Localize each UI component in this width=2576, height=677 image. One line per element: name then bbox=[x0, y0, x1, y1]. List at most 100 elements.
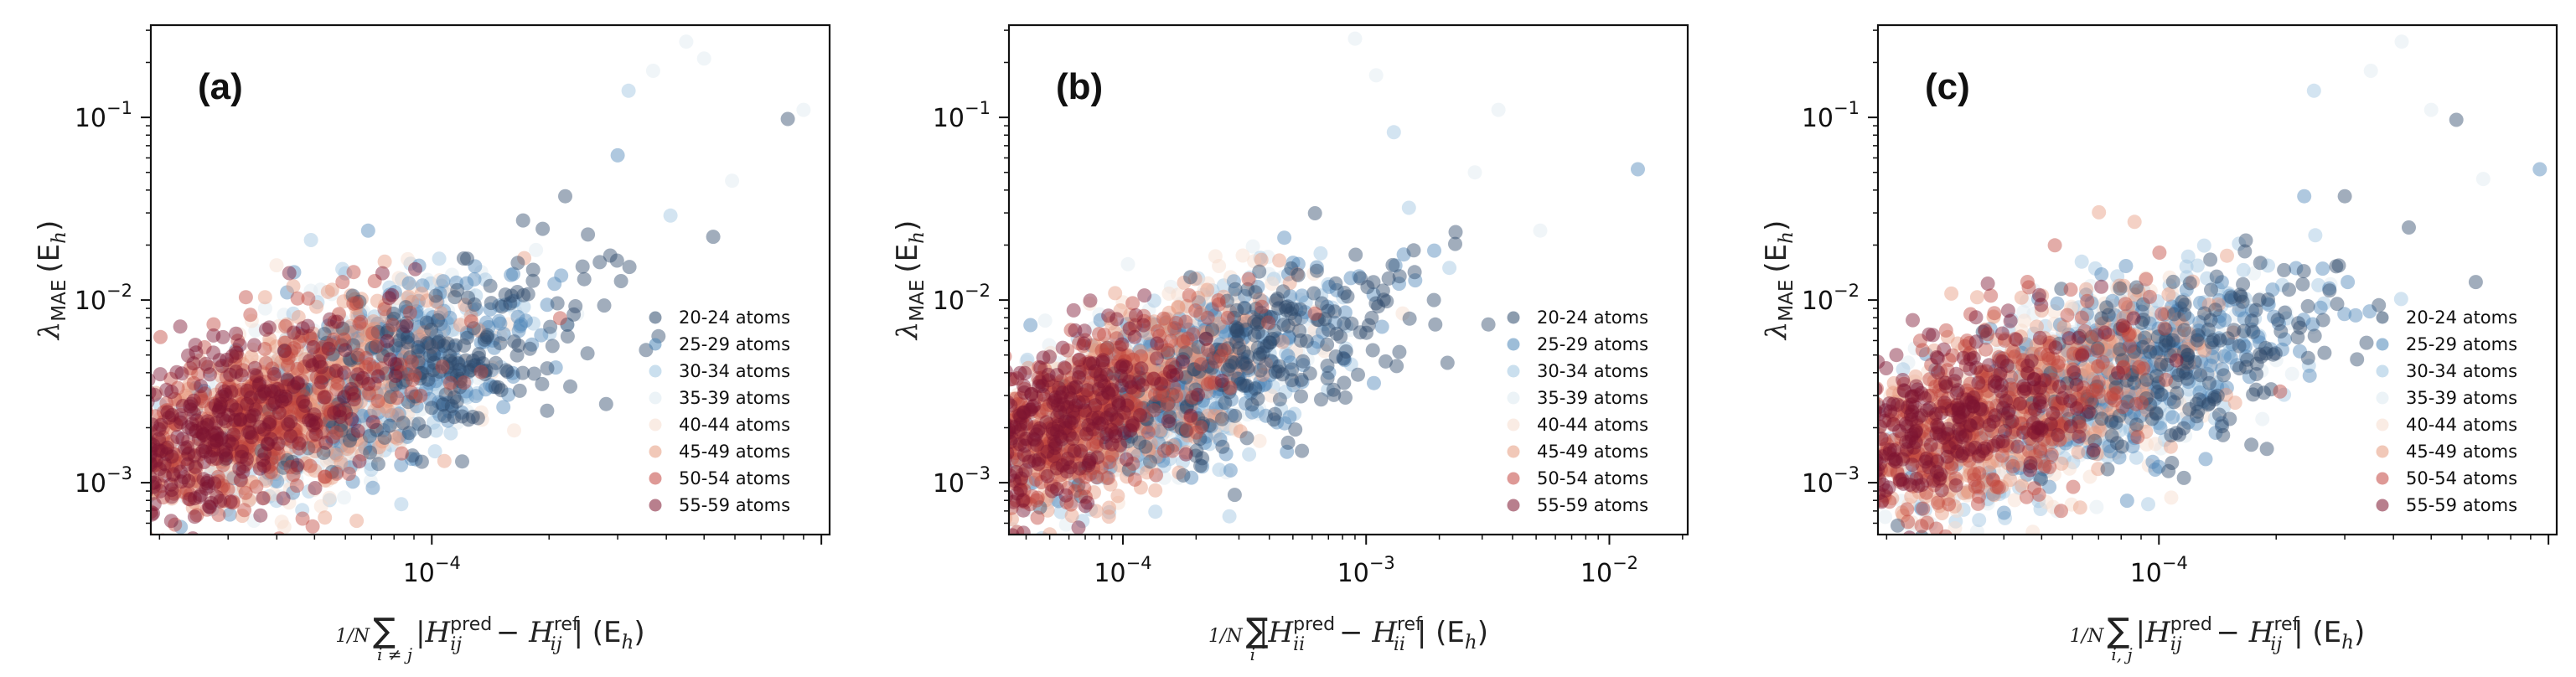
data-point bbox=[153, 411, 168, 426]
data-point bbox=[436, 333, 451, 348]
data-point bbox=[515, 213, 530, 228]
data-point bbox=[1347, 31, 1363, 46]
data-point bbox=[407, 389, 422, 404]
data-point bbox=[1248, 381, 1263, 396]
data-point bbox=[186, 426, 201, 441]
data-point bbox=[358, 354, 373, 370]
data-point bbox=[334, 395, 349, 411]
data-point bbox=[285, 470, 300, 484]
data-point bbox=[126, 431, 140, 445]
data-point bbox=[280, 426, 294, 441]
data-point bbox=[323, 338, 339, 352]
data-point bbox=[420, 272, 435, 287]
data-point bbox=[1533, 223, 1548, 238]
data-point bbox=[130, 392, 144, 406]
data-point bbox=[303, 338, 317, 354]
data-point bbox=[245, 438, 260, 453]
data-point bbox=[169, 364, 184, 380]
data-point bbox=[425, 351, 440, 366]
data-point bbox=[274, 359, 289, 374]
data-point bbox=[256, 456, 271, 471]
data-point bbox=[333, 364, 348, 380]
data-point bbox=[870, 478, 884, 492]
legend-marker bbox=[649, 472, 662, 485]
data-point bbox=[1241, 271, 1256, 287]
data-point bbox=[375, 325, 390, 340]
data-point bbox=[326, 449, 340, 463]
data-point bbox=[1149, 468, 1163, 483]
data-point bbox=[387, 309, 402, 324]
data-point bbox=[325, 399, 340, 414]
data-point bbox=[372, 370, 387, 385]
data-point bbox=[204, 536, 219, 550]
data-point bbox=[350, 367, 365, 382]
data-point bbox=[117, 441, 132, 455]
data-point bbox=[412, 350, 427, 365]
data-point bbox=[410, 298, 425, 313]
data-point bbox=[419, 357, 434, 372]
data-point bbox=[966, 384, 980, 398]
data-point bbox=[321, 368, 336, 383]
data-point bbox=[987, 438, 1001, 452]
data-point bbox=[196, 426, 211, 441]
data-point bbox=[232, 473, 247, 487]
data-point bbox=[170, 450, 185, 465]
data-point bbox=[445, 323, 460, 337]
data-point bbox=[123, 390, 137, 404]
data-point bbox=[422, 349, 437, 364]
data-point bbox=[416, 336, 431, 351]
data-point bbox=[257, 375, 272, 389]
data-point bbox=[975, 382, 990, 396]
data-point bbox=[330, 368, 345, 383]
data-point bbox=[1265, 332, 1280, 346]
data-point bbox=[307, 483, 322, 498]
data-point bbox=[435, 380, 450, 395]
data-point bbox=[977, 447, 991, 462]
data-point bbox=[432, 273, 447, 287]
data-point bbox=[262, 390, 277, 405]
data-point bbox=[303, 386, 317, 401]
data-point bbox=[324, 429, 339, 444]
data-point bbox=[991, 395, 1005, 409]
data-point bbox=[229, 455, 244, 470]
data-point bbox=[407, 392, 422, 407]
data-point bbox=[65, 504, 79, 519]
tick-base: 10 bbox=[75, 469, 106, 499]
data-point bbox=[332, 415, 347, 430]
data-point bbox=[225, 457, 241, 472]
data-point bbox=[1188, 303, 1203, 318]
data-point bbox=[1217, 343, 1232, 358]
data-point bbox=[984, 413, 998, 427]
data-point bbox=[257, 301, 272, 316]
data-point bbox=[298, 433, 313, 448]
data-point bbox=[289, 442, 304, 457]
data-point bbox=[118, 511, 132, 525]
data-point bbox=[308, 443, 323, 458]
data-point bbox=[335, 261, 350, 276]
data-point bbox=[390, 390, 405, 406]
data-point bbox=[1348, 247, 1363, 262]
data-point bbox=[446, 366, 460, 381]
data-point bbox=[1299, 333, 1314, 349]
data-point bbox=[316, 413, 331, 428]
data-point bbox=[137, 441, 151, 455]
data-point bbox=[203, 492, 218, 507]
data-point bbox=[1042, 349, 1057, 364]
data-point bbox=[71, 452, 85, 467]
data-point bbox=[164, 489, 179, 504]
data-point bbox=[325, 411, 340, 426]
data-point bbox=[264, 385, 279, 400]
data-point bbox=[339, 349, 354, 364]
data-point bbox=[370, 339, 384, 354]
data-point bbox=[7, 567, 21, 581]
data-point bbox=[363, 473, 378, 488]
data-point bbox=[520, 287, 535, 302]
data-point bbox=[422, 336, 437, 350]
xlabel-unit-close: ) bbox=[634, 616, 644, 649]
data-point bbox=[377, 442, 392, 457]
data-point bbox=[419, 374, 434, 389]
data-point bbox=[398, 380, 413, 395]
data-point bbox=[219, 503, 234, 518]
data-point bbox=[1200, 282, 1215, 297]
data-point bbox=[545, 338, 560, 354]
